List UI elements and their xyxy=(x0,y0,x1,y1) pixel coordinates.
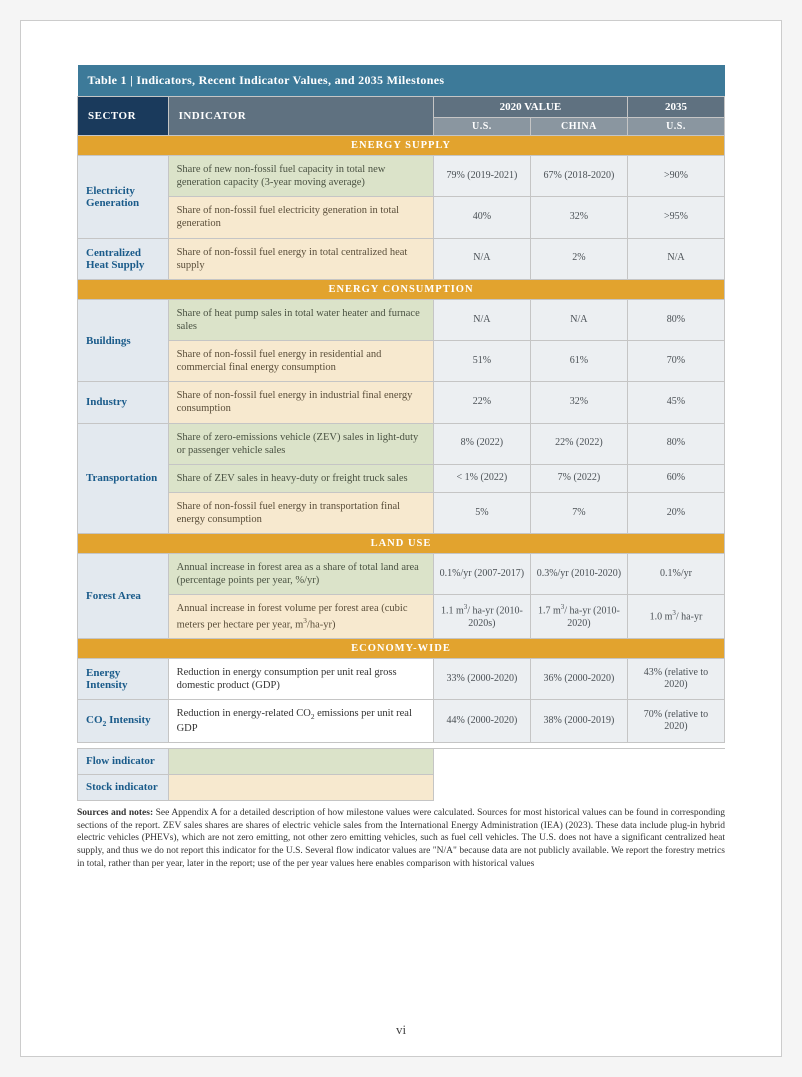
value-cell: 36% (2000-2020) xyxy=(530,659,627,700)
sector-co2-intensity: CO2 Intensity xyxy=(78,700,169,742)
value-cell: 32% xyxy=(530,197,627,238)
sector-heat: Centralized Heat Supply xyxy=(78,238,169,279)
legend-stock-swatch xyxy=(168,774,433,800)
indicator-cell: Annual increase in forest area as a shar… xyxy=(168,554,433,595)
value-cell: 40% xyxy=(433,197,530,238)
legend-flow-row: Flow indicator xyxy=(78,748,725,774)
indicator-cell: Share of non-fossil fuel energy in total… xyxy=(168,238,433,279)
table-row: Centralized Heat Supply Share of non-fos… xyxy=(78,238,725,279)
hdr-us-1: U.S. xyxy=(433,118,530,136)
value-cell: 38% (2000-2019) xyxy=(530,700,627,742)
table-row: Transportation Share of zero-emissions v… xyxy=(78,423,725,464)
value-cell: 44% (2000-2020) xyxy=(433,700,530,742)
indicator-cell: Share of non-fossil fuel electricity gen… xyxy=(168,197,433,238)
document-page: Table 1 | Indicators, Recent Indicator V… xyxy=(20,20,782,1057)
indicator-cell: Share of non-fossil fuel energy in indus… xyxy=(168,382,433,423)
value-cell: 1.7 m3/ ha-yr (2010-2020) xyxy=(530,595,627,639)
legend-flow-swatch xyxy=(168,748,433,774)
table-row: Share of non-fossil fuel electricity gen… xyxy=(78,197,725,238)
indicator-cell: Share of heat pump sales in total water … xyxy=(168,299,433,340)
value-cell: 60% xyxy=(627,464,724,492)
notes-heading: Sources and notes: xyxy=(77,808,156,818)
value-cell: 80% xyxy=(627,423,724,464)
table-row: Industry Share of non-fossil fuel energy… xyxy=(78,382,725,423)
value-cell: 20% xyxy=(627,492,724,533)
table-row: Share of ZEV sales in heavy-duty or frei… xyxy=(78,464,725,492)
indicator-cell: Share of ZEV sales in heavy-duty or frei… xyxy=(168,464,433,492)
legend-flow-label: Flow indicator xyxy=(78,748,169,774)
category-economy-wide: ECONOMY-WIDE xyxy=(78,639,725,659)
hdr-china: CHINA xyxy=(530,118,627,136)
sector-electricity: Electricity Generation xyxy=(78,156,169,239)
value-cell: 22% (2022) xyxy=(530,423,627,464)
sources-notes: Sources and notes: See Appendix A for a … xyxy=(77,807,725,871)
indicator-cell: Reduction in energy consumption per unit… xyxy=(168,659,433,700)
value-cell: 80% xyxy=(627,299,724,340)
table-row: Annual increase in forest volume per for… xyxy=(78,595,725,639)
value-cell: 1.0 m3/ ha-yr xyxy=(627,595,724,639)
value-cell: N/A xyxy=(530,299,627,340)
value-cell: 7% (2022) xyxy=(530,464,627,492)
value-cell: 32% xyxy=(530,382,627,423)
value-cell: 67% (2018-2020) xyxy=(530,156,627,197)
indicator-cell: Annual increase in forest volume per for… xyxy=(168,595,433,639)
notes-body: See Appendix A for a detailed descriptio… xyxy=(77,808,725,869)
value-cell: 45% xyxy=(627,382,724,423)
value-cell: 0.3%/yr (2010-2020) xyxy=(530,554,627,595)
hdr-2035: 2035 xyxy=(627,97,724,118)
table-row: Forest Area Annual increase in forest ar… xyxy=(78,554,725,595)
value-cell: 5% xyxy=(433,492,530,533)
value-cell: 2% xyxy=(530,238,627,279)
value-cell: >95% xyxy=(627,197,724,238)
page-number: vi xyxy=(21,1022,781,1038)
table-row: Electricity Generation Share of new non-… xyxy=(78,156,725,197)
indicator-cell: Reduction in energy-related CO2 emission… xyxy=(168,700,433,742)
indicator-cell: Share of non-fossil fuel energy in resid… xyxy=(168,341,433,382)
category-land-use: LAND USE xyxy=(78,534,725,554)
table-row: Share of non-fossil fuel energy in trans… xyxy=(78,492,725,533)
value-cell: 43% (relative to 2020) xyxy=(627,659,724,700)
table-row: Energy Intensity Reduction in energy con… xyxy=(78,659,725,700)
legend-blank xyxy=(433,748,724,800)
sector-buildings: Buildings xyxy=(78,299,169,382)
value-cell: 7% xyxy=(530,492,627,533)
value-cell: 33% (2000-2020) xyxy=(433,659,530,700)
hdr-indicator: INDICATOR xyxy=(168,97,433,136)
table-title: Table 1 | Indicators, Recent Indicator V… xyxy=(78,65,725,97)
sector-transportation: Transportation xyxy=(78,423,169,534)
hdr-us-2: U.S. xyxy=(627,118,724,136)
value-cell: 70% (relative to 2020) xyxy=(627,700,724,742)
table-row: Buildings Share of heat pump sales in to… xyxy=(78,299,725,340)
value-cell: 70% xyxy=(627,341,724,382)
value-cell: 61% xyxy=(530,341,627,382)
value-cell: N/A xyxy=(433,238,530,279)
value-cell: N/A xyxy=(433,299,530,340)
sector-industry: Industry xyxy=(78,382,169,423)
value-cell: 1.1 m3/ ha-yr (2010-2020s) xyxy=(433,595,530,639)
value-cell: 0.1%/yr (2007-2017) xyxy=(433,554,530,595)
indicator-cell: Share of new non-fossil fuel capacity in… xyxy=(168,156,433,197)
value-cell: 22% xyxy=(433,382,530,423)
value-cell: 51% xyxy=(433,341,530,382)
category-energy-consumption: ENERGY CONSUMPTION xyxy=(78,279,725,299)
value-cell: 79% (2019-2021) xyxy=(433,156,530,197)
sector-energy-intensity: Energy Intensity xyxy=(78,659,169,700)
hdr-2020: 2020 VALUE xyxy=(433,97,627,118)
value-cell: N/A xyxy=(627,238,724,279)
value-cell: < 1% (2022) xyxy=(433,464,530,492)
hdr-sector: SECTOR xyxy=(78,97,169,136)
sector-forest: Forest Area xyxy=(78,554,169,639)
legend-stock-label: Stock indicator xyxy=(78,774,169,800)
table-row: Share of non-fossil fuel energy in resid… xyxy=(78,341,725,382)
table-title-row: Table 1 | Indicators, Recent Indicator V… xyxy=(78,65,725,97)
table-row: CO2 Intensity Reduction in energy-relate… xyxy=(78,700,725,742)
indicators-table: Table 1 | Indicators, Recent Indicator V… xyxy=(77,65,725,801)
value-cell: 0.1%/yr xyxy=(627,554,724,595)
indicator-cell: Share of non-fossil fuel energy in trans… xyxy=(168,492,433,533)
header-row-1: SECTOR INDICATOR 2020 VALUE 2035 xyxy=(78,97,725,118)
value-cell: >90% xyxy=(627,156,724,197)
category-energy-supply: ENERGY SUPPLY xyxy=(78,136,725,156)
value-cell: 8% (2022) xyxy=(433,423,530,464)
indicator-cell: Share of zero-emissions vehicle (ZEV) sa… xyxy=(168,423,433,464)
